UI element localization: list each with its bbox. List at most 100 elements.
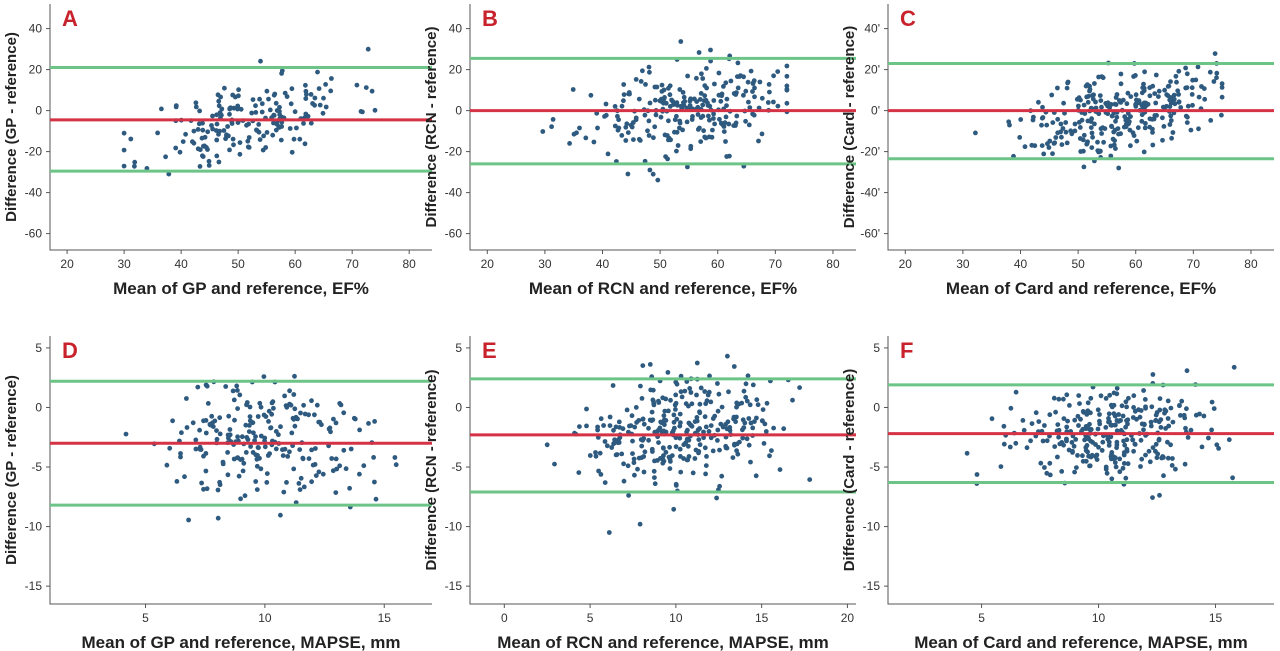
data-point [711,116,716,121]
data-point [743,381,749,387]
data-point [216,98,222,104]
data-point [639,443,645,449]
data-point [998,464,1004,469]
data-point [1168,405,1174,411]
data-point [724,103,729,108]
data-point [674,148,679,154]
data-point [671,412,677,418]
data-point [219,106,225,112]
data-point [1061,100,1066,106]
data-point [1098,98,1104,103]
data-point [1148,419,1154,425]
data-point [673,392,679,398]
data-point [1053,135,1059,140]
data-point [702,445,708,451]
data-point [1117,456,1123,462]
data-point [602,480,608,485]
data-point [1061,442,1066,448]
data-point [1059,134,1064,140]
data-point [1214,70,1220,76]
data-point [675,102,680,108]
data-point [1107,105,1112,111]
data-point [258,58,263,64]
x-tick-label: 20 [899,257,913,271]
data-point [1169,135,1174,141]
data-point [1165,455,1171,461]
data-point [1173,73,1179,79]
data-point [716,70,722,76]
data-point [624,121,630,127]
data-point [1085,400,1091,406]
data-point [155,130,161,136]
data-point [652,97,658,103]
data-point [694,75,699,81]
data-point [660,445,666,451]
data-point [250,97,256,102]
data-point [1077,401,1082,406]
data-point [287,388,292,394]
data-point [704,66,709,71]
data-point [734,404,739,410]
data-point [223,136,229,142]
data-point [312,95,318,101]
data-point [601,423,606,428]
data-point [725,353,730,359]
data-point [317,102,323,108]
data-point [1072,469,1077,475]
data-point [1097,412,1102,417]
data-point [673,435,679,441]
data-point [1118,428,1124,433]
data-point [1111,411,1117,417]
data-point [733,419,738,425]
data-point [1113,146,1118,152]
y-tick-label: 0 [455,400,462,414]
data-point [725,419,731,425]
data-point [1097,93,1103,98]
data-point [298,475,304,481]
data-point [1080,453,1085,459]
data-point [771,99,776,105]
x-axis-label: Mean of GP and reference, EF% [113,279,369,298]
data-point [236,93,241,99]
data-point [1072,128,1078,134]
data-point [223,384,229,389]
data-point [1022,144,1028,150]
y-tick-label: 5 [873,341,880,355]
data-point [245,144,251,150]
data-point [303,96,309,101]
data-point [640,68,645,74]
data-point [159,106,164,112]
data-point [1099,131,1104,136]
data-point [1081,102,1087,108]
data-point [1095,426,1101,432]
data-point [312,412,317,418]
data-point [182,474,187,480]
data-point [570,87,576,92]
data-point [287,126,293,131]
data-point [225,472,231,478]
data-point [759,95,765,101]
data-point [549,124,554,130]
data-point [1124,101,1130,107]
data-point [271,92,277,98]
panel-letter: C [900,6,916,31]
data-point [293,414,299,420]
data-point [626,493,631,498]
data-point [1171,96,1177,102]
data-point [652,458,657,464]
data-point [658,114,664,120]
data-point [235,406,241,411]
data-point [266,96,271,102]
data-point [1105,100,1111,106]
data-point [1082,437,1087,443]
x-tick-label: 70 [1187,257,1201,271]
data-point [1196,94,1202,100]
data-point [271,405,276,411]
data-point [723,445,729,451]
data-point [1153,418,1159,423]
data-point [641,469,647,475]
data-point [1114,428,1120,434]
data-point [323,104,329,110]
data-point [1188,127,1194,133]
data-point [328,88,334,94]
